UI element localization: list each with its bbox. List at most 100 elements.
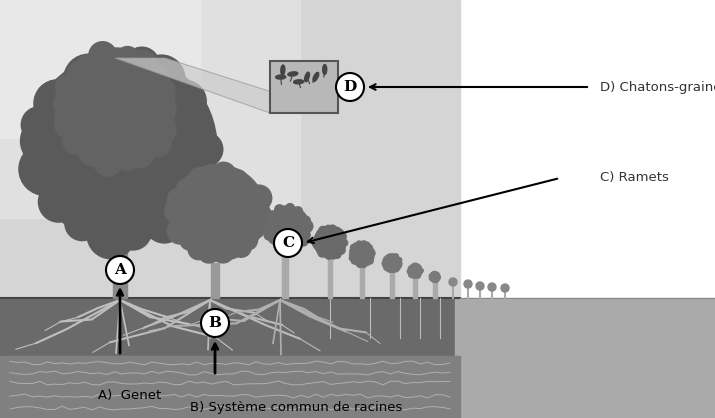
Circle shape [315, 234, 321, 240]
Circle shape [415, 275, 418, 278]
Circle shape [64, 54, 113, 104]
Circle shape [434, 273, 435, 275]
Circle shape [383, 254, 401, 272]
Bar [113, 248, 127, 298]
Circle shape [413, 275, 416, 278]
Circle shape [302, 231, 310, 240]
Circle shape [280, 227, 287, 234]
Circle shape [94, 149, 122, 176]
Circle shape [89, 42, 117, 69]
Circle shape [430, 277, 432, 280]
Circle shape [388, 262, 391, 264]
Circle shape [164, 80, 206, 122]
Circle shape [313, 241, 322, 249]
Circle shape [143, 129, 172, 157]
Circle shape [410, 274, 414, 278]
Circle shape [351, 258, 358, 264]
Circle shape [68, 61, 91, 84]
Bar [0, 356, 460, 418]
Circle shape [317, 230, 324, 237]
Circle shape [435, 275, 436, 277]
Circle shape [132, 96, 165, 130]
Ellipse shape [313, 72, 319, 82]
Bar [433, 282, 437, 298]
Circle shape [367, 245, 373, 250]
Circle shape [430, 275, 432, 278]
Circle shape [292, 229, 298, 236]
Bar [460, 356, 715, 418]
Circle shape [334, 251, 341, 258]
Circle shape [194, 189, 208, 203]
Circle shape [267, 216, 277, 226]
Circle shape [432, 272, 434, 274]
Text: C) Ramets: C) Ramets [600, 171, 669, 184]
Circle shape [266, 206, 310, 250]
Circle shape [412, 269, 413, 271]
Bar [390, 272, 394, 298]
Circle shape [302, 216, 310, 225]
Circle shape [176, 152, 214, 191]
Circle shape [449, 278, 457, 286]
Circle shape [80, 143, 104, 166]
Circle shape [382, 261, 386, 265]
Circle shape [433, 280, 435, 283]
Circle shape [63, 127, 89, 154]
Circle shape [102, 74, 125, 97]
Bar [0, 0, 300, 218]
Ellipse shape [276, 75, 286, 79]
Circle shape [438, 275, 440, 277]
Circle shape [357, 261, 363, 268]
Circle shape [385, 261, 388, 263]
Circle shape [398, 264, 401, 268]
Circle shape [418, 272, 420, 274]
Circle shape [408, 270, 411, 273]
Circle shape [266, 211, 278, 223]
Circle shape [250, 203, 270, 223]
Circle shape [416, 264, 420, 268]
Circle shape [268, 233, 279, 243]
Circle shape [264, 230, 275, 240]
Circle shape [392, 268, 395, 273]
Circle shape [341, 240, 347, 246]
Circle shape [275, 226, 280, 232]
Circle shape [21, 115, 72, 166]
Circle shape [286, 204, 295, 212]
Circle shape [325, 251, 333, 259]
Circle shape [413, 267, 415, 270]
Circle shape [279, 226, 286, 233]
Ellipse shape [305, 72, 310, 82]
Circle shape [275, 205, 285, 215]
Circle shape [411, 272, 413, 274]
Circle shape [238, 231, 257, 250]
Circle shape [384, 257, 388, 261]
Circle shape [337, 246, 345, 254]
Circle shape [274, 229, 302, 257]
Circle shape [295, 211, 305, 220]
Circle shape [19, 143, 72, 195]
Circle shape [395, 263, 398, 265]
Circle shape [430, 278, 433, 281]
Text: B) Système commun de racines: B) Système commun de racines [190, 402, 403, 415]
Circle shape [357, 246, 360, 250]
Circle shape [392, 254, 395, 258]
Text: A: A [114, 263, 126, 277]
Circle shape [328, 225, 337, 234]
Circle shape [167, 189, 188, 209]
Circle shape [87, 210, 135, 259]
Circle shape [408, 264, 422, 278]
Circle shape [170, 165, 266, 261]
Circle shape [433, 271, 435, 274]
Circle shape [350, 245, 357, 250]
Circle shape [231, 237, 251, 257]
Circle shape [213, 181, 230, 197]
Circle shape [222, 202, 235, 215]
Circle shape [388, 268, 393, 273]
Circle shape [358, 250, 362, 254]
Circle shape [330, 236, 337, 242]
Circle shape [336, 73, 364, 101]
Circle shape [54, 110, 84, 139]
Text: C: C [282, 236, 294, 250]
Circle shape [21, 107, 57, 143]
Circle shape [325, 225, 332, 232]
Ellipse shape [288, 72, 298, 76]
